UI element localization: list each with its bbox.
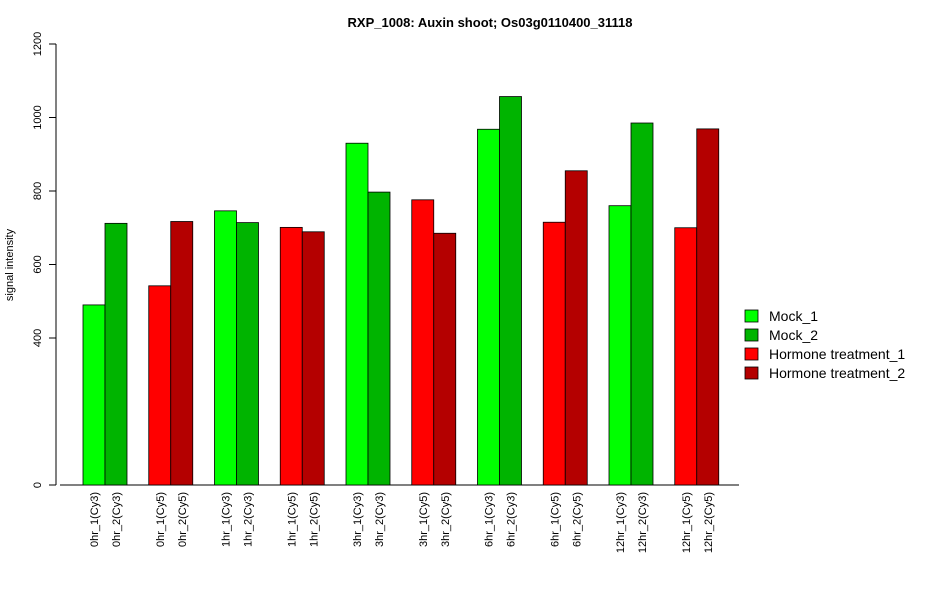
x-tick-label: 3hr_1(Cy5) (418, 492, 430, 547)
y-tick-label: 600 (32, 255, 44, 273)
legend-label: Hormone treatment_1 (769, 346, 905, 362)
bar-12hr_2(Cy5) (696, 128, 720, 486)
y-axis-label: signal intensity (4, 228, 16, 301)
bar-3hr_1(Cy3) (345, 142, 369, 486)
bar-3hr_1(Cy5) (411, 199, 435, 486)
x-tick-label: 6hr_2(Cy3) (506, 492, 518, 547)
bar-3hr_2(Cy5) (433, 232, 457, 486)
legend-label: Hormone treatment_2 (769, 365, 905, 381)
legend-swatch (744, 366, 759, 380)
x-tick-label: 0hr_1(Cy3) (89, 492, 101, 547)
x-tick-label: 6hr_1(Cy3) (484, 492, 496, 547)
x-tick-label: 6hr_2(Cy5) (571, 492, 583, 547)
x-tick-label: 0hr_2(Cy3) (111, 492, 123, 547)
x-tick-label: 0hr_1(Cy5) (155, 492, 167, 547)
chart-title: RXP_1008: Auxin shoot; Os03g0110400_3111… (348, 15, 633, 30)
bars-group (82, 96, 720, 486)
y-axis: 0 400 600 800 1000 1200 (32, 32, 57, 488)
bar-0hr_2(Cy3) (104, 222, 128, 486)
bar-12hr_1(Cy3) (608, 205, 632, 486)
bar-6hr_1(Cy5) (542, 221, 566, 486)
bar-3hr_2(Cy3) (367, 191, 391, 486)
x-tick-label: 6hr_1(Cy5) (549, 492, 561, 547)
y-tick-label: 0 (32, 482, 44, 488)
x-tick-label: 12hr_2(Cy3) (637, 492, 649, 553)
x-tick-label: 1hr_2(Cy3) (243, 492, 255, 547)
legend-swatch (744, 328, 759, 342)
x-tick-label: 0hr_2(Cy5) (177, 492, 189, 547)
legend-label: Mock_1 (769, 308, 818, 324)
y-tick-label: 400 (32, 329, 44, 347)
bar-6hr_2(Cy5) (564, 170, 588, 486)
bar-6hr_2(Cy3) (499, 96, 522, 486)
bar-1hr_1(Cy3) (214, 210, 237, 486)
y-tick-label: 1000 (32, 105, 44, 129)
x-tick-label: 3hr_2(Cy5) (440, 492, 452, 547)
x-tick-label: 1hr_1(Cy5) (286, 492, 298, 547)
x-tick-label: 3hr_2(Cy3) (374, 492, 386, 547)
bar-1hr_2(Cy3) (236, 222, 259, 486)
x-tick-label: 1hr_1(Cy3) (221, 492, 233, 547)
legend-swatch (744, 309, 759, 323)
x-tick-label: 12hr_1(Cy3) (615, 492, 627, 553)
y-tick-label: 1200 (32, 32, 44, 56)
legend: Mock_1 Mock_2 Hormone treatment_1 Hormone t… (744, 308, 905, 381)
x-tick-label: 12hr_2(Cy5) (703, 492, 715, 553)
y-tick-label: 800 (32, 182, 44, 200)
bar-0hr_1(Cy3) (82, 304, 106, 486)
x-tick-label: 12hr_1(Cy5) (681, 492, 693, 553)
bar-1hr_1(Cy5) (279, 226, 303, 486)
bar-6hr_1(Cy3) (477, 128, 500, 486)
legend-swatch (744, 347, 759, 361)
bar-0hr_2(Cy5) (170, 221, 194, 486)
bar-12hr_2(Cy3) (630, 122, 654, 486)
x-tick-label: 3hr_1(Cy3) (352, 492, 364, 547)
bar-0hr_1(Cy5) (148, 285, 172, 486)
bar-1hr_2(Cy5) (301, 231, 325, 486)
x-tick-labels: 0hr_1(Cy3) 0hr_2(Cy3) 0hr_1(Cy5) 0hr_2(Cy5)… (89, 492, 715, 553)
bar-12hr_1(Cy5) (674, 227, 698, 486)
legend-label: Mock_2 (769, 327, 818, 343)
x-tick-label: 1hr_2(Cy5) (308, 492, 320, 547)
